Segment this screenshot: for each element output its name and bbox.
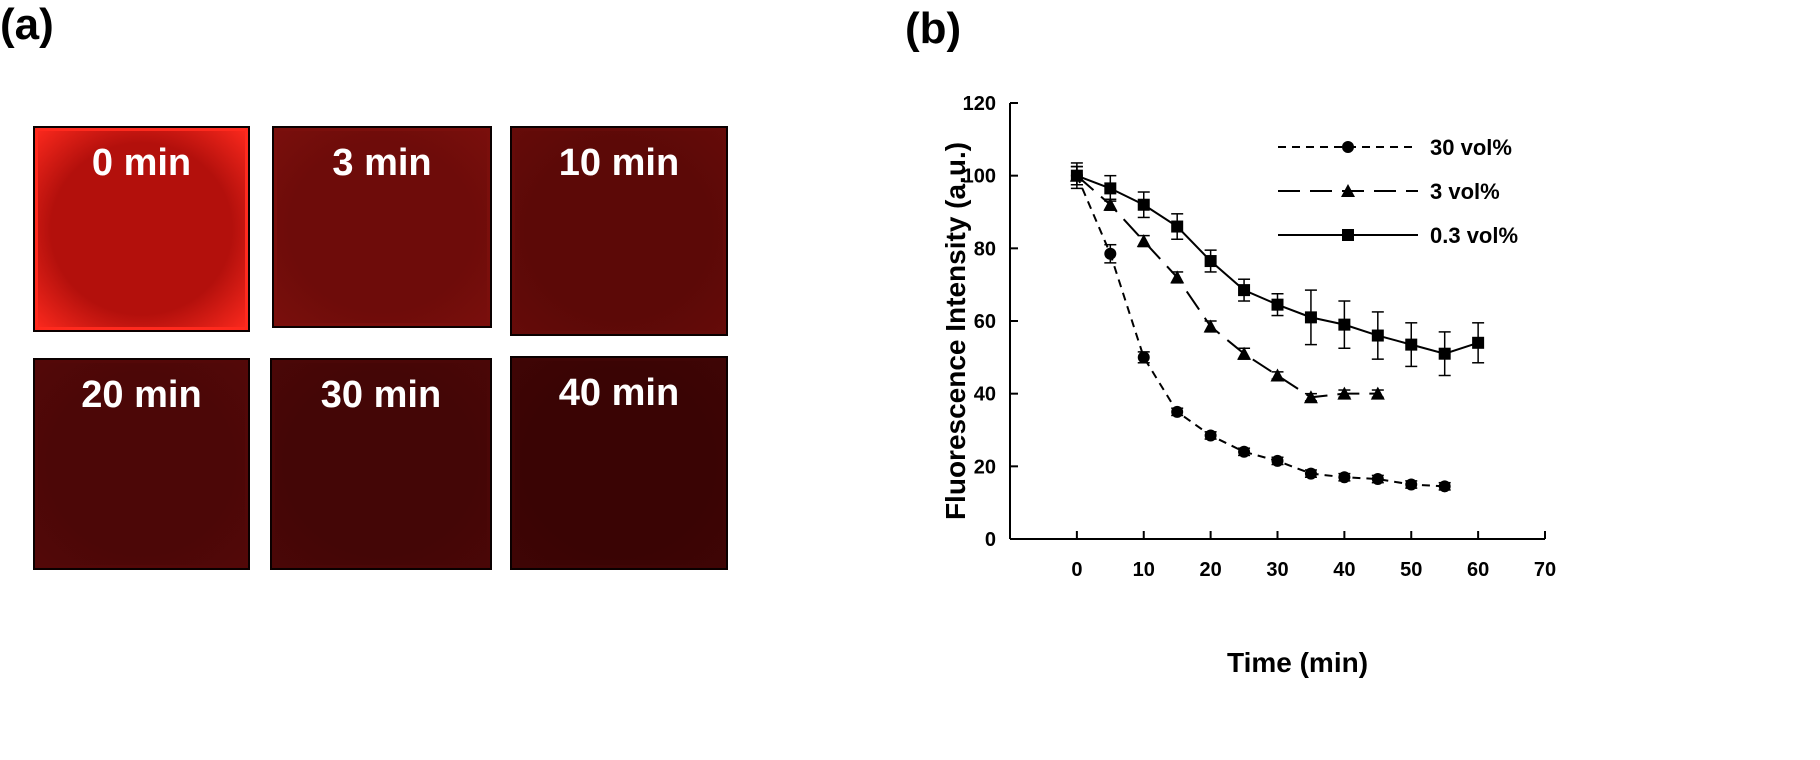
data-point — [1237, 346, 1252, 360]
x-tick-label: 40 — [1333, 559, 1355, 581]
tile-time-label: 3 min — [332, 142, 432, 184]
tile-time-label: 20 min — [81, 374, 202, 416]
legend-marker — [1342, 229, 1354, 241]
x-axis-label: Time (min) — [1227, 647, 1368, 678]
data-point — [1204, 255, 1217, 268]
panel-a-label: (a) — [0, 0, 54, 49]
data-point — [1304, 311, 1317, 324]
series-line — [1075, 175, 1445, 488]
legend: 30 vol% 3 vol% 0.3 vol% — [1278, 135, 1518, 248]
image-tile-20-min: 20 min — [33, 358, 250, 570]
legend-label: 30 vol% — [1430, 135, 1512, 160]
data-point — [1104, 182, 1117, 195]
series-line — [1076, 174, 1378, 399]
data-point — [1238, 445, 1251, 458]
data-point — [1438, 480, 1451, 493]
tile-time-label: 40 min — [558, 372, 680, 414]
series-line — [1076, 174, 1479, 355]
data-point — [1104, 247, 1117, 260]
data-point — [1472, 336, 1485, 349]
data-point — [1238, 284, 1251, 297]
data-point — [1203, 319, 1218, 333]
data-point — [1405, 338, 1418, 351]
data-point — [1136, 234, 1151, 248]
series-triangle — [1069, 165, 1385, 404]
data-point — [1171, 220, 1184, 233]
data-point — [1137, 351, 1150, 364]
data-point — [1338, 318, 1351, 331]
data-point — [1337, 386, 1352, 400]
x-tick-label: 60 — [1467, 559, 1489, 581]
data-point — [1438, 347, 1451, 360]
y-tick-label: 40 — [974, 384, 996, 406]
tile-time-label: 30 min — [320, 374, 442, 416]
data-point — [1371, 329, 1384, 342]
tile-time-label: 0 min — [91, 142, 192, 184]
data-point — [1270, 368, 1285, 382]
image-tile-10-min: 10 min — [510, 126, 728, 336]
fluorescence-decay-chart: 0 20 40 60 80 100 120 0 10 20 30 40 50 60 70 Time (min)… — [940, 93, 1556, 678]
image-tile-30-min: 30 min — [270, 358, 492, 570]
y-axis-label: Fluorescence Intensity (a.u.) — [940, 142, 971, 520]
series-square — [1070, 162, 1485, 377]
data-point — [1405, 478, 1418, 491]
y-tick-label: 120 — [963, 93, 996, 115]
legend-marker — [1341, 184, 1355, 197]
data-point — [1303, 390, 1318, 404]
image-tile-3-min: 3 min — [272, 126, 492, 328]
x-tick-label: 50 — [1400, 559, 1422, 581]
image-tile-0-min: 0 min — [33, 126, 250, 332]
data-point — [1204, 429, 1217, 442]
y-tick-label: 100 — [963, 166, 996, 188]
tile-time-label: 10 min — [558, 142, 680, 184]
x-tick-label: 70 — [1534, 559, 1556, 581]
image-tile-40-min: 40 min — [510, 356, 728, 570]
data-point — [1271, 454, 1284, 467]
legend-marker — [1342, 141, 1354, 153]
legend-label: 0.3 vol% — [1430, 223, 1518, 248]
data-point — [1103, 197, 1118, 211]
data-point — [1070, 169, 1083, 182]
y-tick-label: 80 — [974, 238, 996, 260]
x-tick-label: 20 — [1200, 559, 1222, 581]
data-point — [1271, 298, 1284, 311]
data-point — [1170, 270, 1185, 284]
x-tick-label: 30 — [1266, 559, 1288, 581]
data-point — [1304, 467, 1317, 480]
y-tick-label: 20 — [974, 456, 996, 478]
data-point — [1338, 471, 1351, 484]
data-point — [1137, 198, 1150, 211]
x-tick-label: 0 — [1071, 559, 1082, 581]
data-point — [1171, 405, 1184, 418]
y-tick-label: 60 — [974, 311, 996, 333]
series-circle — [1070, 165, 1451, 493]
y-tick-label: 0 — [985, 529, 996, 551]
legend-label: 3 vol% — [1430, 179, 1500, 204]
x-tick-label: 10 — [1133, 559, 1155, 581]
data-point — [1371, 473, 1384, 486]
data-point — [1370, 386, 1385, 400]
panel-b-label: (b) — [905, 4, 962, 53]
